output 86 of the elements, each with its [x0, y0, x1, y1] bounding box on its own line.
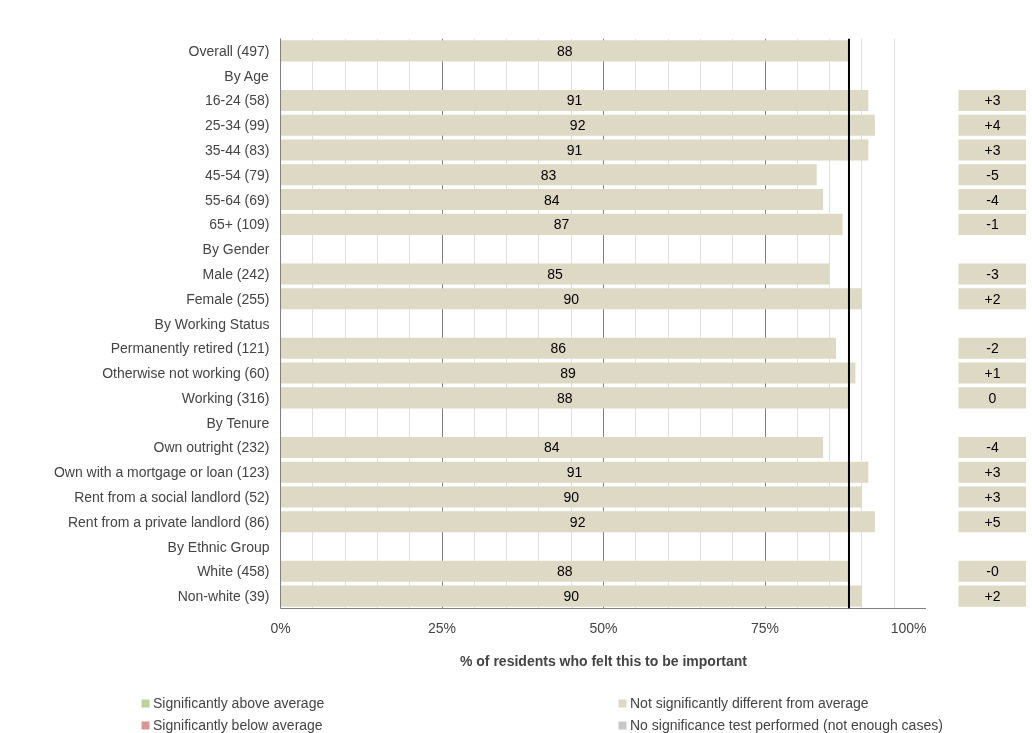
legend-label: Significantly above average [153, 694, 326, 712]
data-label: 85 [547, 265, 564, 282]
y-tick-label: By Gender [202, 241, 270, 258]
text: -1 [986, 216, 999, 233]
y-tick-label: By Tenure [206, 414, 270, 431]
bar [280, 139, 869, 161]
data-label: 92 [569, 513, 586, 530]
data-label: 88 [556, 563, 573, 580]
text: +3 [984, 142, 1001, 159]
y-tick-label: Male (242) [202, 265, 270, 282]
bar [280, 486, 862, 508]
y-tick-label: White (458) [197, 563, 270, 580]
y-tick-label: Own with a mortgage or loan (123) [53, 464, 270, 481]
legend-label: Not significantly different from average [630, 694, 870, 712]
y-tick-label: By Working Status [154, 315, 270, 332]
text: -4 [986, 439, 999, 456]
bar [280, 89, 869, 111]
legend-label: No significance test performed (not enough cases) [630, 716, 944, 733]
x-tick-label: 100% [890, 619, 927, 636]
data-label: 90 [563, 290, 580, 307]
legend-label: Significantly below average [153, 716, 324, 733]
x-tick-label: 25% [427, 619, 457, 636]
bar [280, 40, 849, 62]
text: +3 [984, 488, 1001, 505]
y-tick-label: 55-64 (69) [204, 191, 270, 208]
data-label: 91 [566, 142, 583, 159]
text: -0 [986, 563, 999, 580]
text: -3 [986, 265, 999, 282]
y-tick-label: Permanently retired (121) [110, 340, 270, 357]
data-label: 89 [560, 365, 576, 382]
x-axis-title: % of residents who felt this to be important [459, 652, 748, 669]
data-label: 86 [550, 340, 567, 357]
bar [280, 436, 824, 458]
text: -2 [986, 340, 999, 357]
data-label: 83 [540, 166, 557, 183]
y-tick-label: 45-54 (79) [204, 166, 270, 183]
y-tick-label: Own outright (232) [153, 439, 270, 456]
y-tick-label: 16-24 (58) [204, 92, 270, 109]
text: -5 [986, 166, 999, 183]
data-label: 90 [563, 588, 580, 605]
bar [280, 337, 837, 359]
y-tick-label: Female (255) [186, 290, 270, 307]
text: +1 [984, 365, 1001, 382]
bar [280, 288, 862, 310]
text: +3 [984, 92, 1001, 109]
data-label: 87 [553, 216, 570, 233]
bar [280, 213, 843, 235]
bar [280, 387, 849, 409]
text: -4 [986, 191, 999, 208]
bar [280, 263, 830, 285]
data-label: 88 [556, 42, 573, 59]
bar [280, 164, 817, 186]
y-tick-label: 35-44 (83) [204, 142, 270, 159]
bar [280, 511, 875, 533]
y-tick-label: Working (316) [181, 389, 270, 406]
data-label: 90 [563, 488, 580, 505]
text: +2 [984, 588, 1001, 605]
data-label: 92 [569, 117, 586, 134]
y-tick-label: Non-white (39) [177, 588, 270, 605]
data-label: 84 [544, 191, 560, 208]
y-tick-label: By Ethnic Group [167, 538, 270, 555]
y-tick-label: Otherwise not working (60) [102, 365, 270, 382]
y-tick-label: Overall (497) [188, 42, 270, 59]
bar [280, 585, 862, 607]
bar [280, 189, 824, 211]
text: +3 [984, 464, 1001, 481]
text: 0 [988, 389, 997, 406]
data-label: 88 [556, 389, 573, 406]
text: +5 [984, 513, 1001, 530]
y-tick-label: Rent from a private landlord (86) [67, 513, 270, 530]
x-tick-label: 75% [750, 619, 780, 636]
data-label: 91 [566, 92, 583, 109]
data-label: 84 [544, 439, 560, 456]
data-label: 91 [566, 464, 583, 481]
bar [280, 114, 875, 136]
bar [280, 560, 849, 582]
text: +4 [984, 117, 1001, 134]
y-tick-label: 25-34 (99) [204, 117, 270, 134]
x-tick-label: 50% [589, 619, 618, 636]
y-tick-label: Rent from a social landlord (52) [74, 488, 270, 505]
text: +2 [984, 290, 1001, 307]
x-tick-label: 0% [270, 619, 291, 636]
bar [280, 461, 869, 483]
y-tick-label: By Age [224, 67, 269, 84]
bar [280, 362, 856, 384]
y-tick-label: 65+ (109) [209, 216, 270, 233]
